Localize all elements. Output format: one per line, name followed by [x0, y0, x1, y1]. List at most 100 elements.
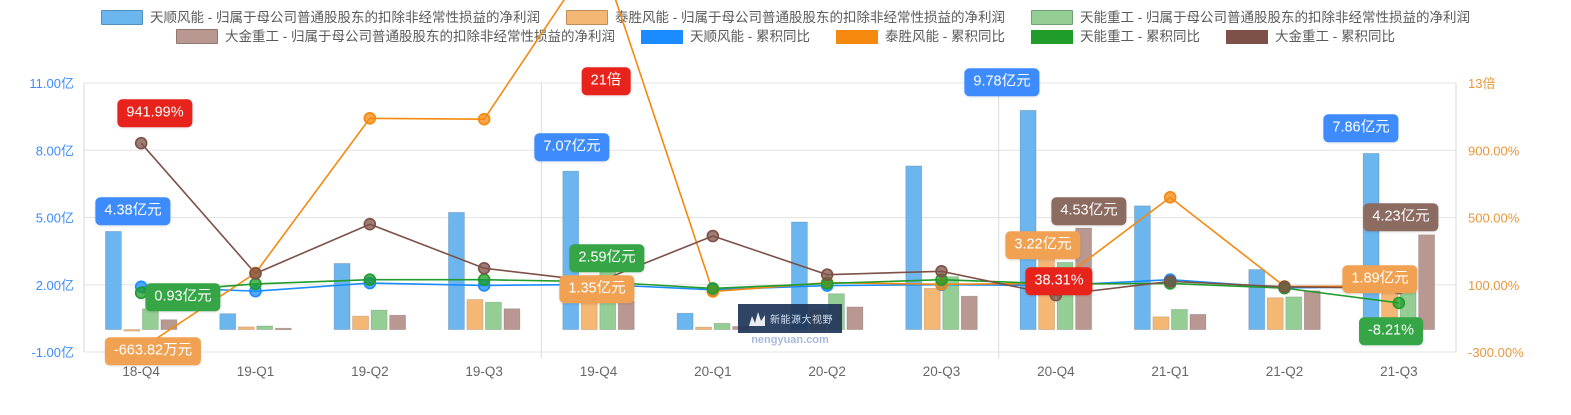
- legend-item-tianshun-profit[interactable]: 天顺风能 - 归属于母公司普通股股东的扣除非经常性损益的净利润: [101, 10, 540, 25]
- legend-item-dajin-yoy[interactable]: 大金重工 - 累积同比: [1226, 29, 1395, 44]
- data-point[interactable]: [134, 136, 148, 150]
- legend-item-taisheng-yoy[interactable]: 泰胜风能 - 累积同比: [836, 29, 1005, 44]
- data-point[interactable]: [1278, 280, 1291, 294]
- bar[interactable]: [695, 326, 712, 330]
- line-series-group: [140, 0, 1399, 350]
- bar[interactable]: [219, 313, 237, 330]
- legend-item-tianshun-yoy[interactable]: 天顺风能 - 累积同比: [641, 29, 810, 44]
- bar[interactable]: [1171, 309, 1188, 330]
- data-point[interactable]: [477, 261, 491, 275]
- data-label-pill: 4.38亿元: [95, 197, 171, 225]
- bar[interactable]: [485, 301, 502, 330]
- trend-line[interactable]: [141, 278, 1399, 304]
- bar[interactable]: [1152, 316, 1170, 330]
- bar[interactable]: [1248, 269, 1266, 330]
- legend-label: 泰胜风能 - 累积同比: [885, 29, 1005, 44]
- x-axis-ticks: 18-Q4 19-Q1 19-Q2 19-Q3 19-Q4 20-Q1 20-Q2 20-Q3…: [122, 364, 1417, 379]
- trend-line[interactable]: [140, 0, 1399, 350]
- bar[interactable]: [713, 322, 731, 330]
- bar[interactable]: [448, 211, 465, 330]
- data-point[interactable]: [935, 264, 948, 278]
- bar[interactable]: [732, 326, 749, 330]
- bar[interactable]: [580, 298, 598, 330]
- bar-series-group: [105, 109, 1435, 332]
- bar[interactable]: [923, 287, 941, 330]
- bar[interactable]: [1134, 205, 1151, 330]
- bar[interactable]: [617, 300, 635, 330]
- legend-label: 大金重工 - 累积同比: [1275, 29, 1395, 44]
- bar[interactable]: [791, 221, 808, 330]
- x-axis-tick-label: 20-Q1: [694, 364, 732, 379]
- bar[interactable]: [237, 326, 255, 330]
- trend-line[interactable]: [140, 142, 1399, 296]
- bar[interactable]: [676, 312, 694, 330]
- legend-item-tianneng-yoy[interactable]: 天能重工 - 累积同比: [1031, 29, 1200, 44]
- x-axis-tick-label: 18-Q4: [122, 364, 160, 379]
- bar[interactable]: [142, 308, 159, 330]
- bar[interactable]: [466, 299, 484, 330]
- data-point[interactable]: [1163, 275, 1177, 288]
- bar[interactable]: [1303, 290, 1321, 330]
- y-axis-right-tick-label: -300.00%: [1468, 345, 1524, 360]
- bar[interactable]: [1285, 296, 1303, 330]
- data-label-pill: 21倍: [581, 67, 631, 95]
- data-label-pill: 38.31%: [1025, 267, 1093, 295]
- bar[interactable]: [352, 315, 369, 330]
- data-label-pill: -663.82万元: [104, 337, 202, 365]
- bar[interactable]: [1266, 297, 1284, 330]
- bar[interactable]: [105, 230, 122, 330]
- bar[interactable]: [123, 329, 141, 332]
- data-point[interactable]: [363, 217, 377, 231]
- data-point[interactable]: [706, 229, 720, 243]
- data-label-pill: 1.35亿元: [559, 275, 635, 303]
- data-point[interactable]: [363, 112, 377, 125]
- data-point[interactable]: [1392, 296, 1406, 310]
- data-point[interactable]: [820, 268, 834, 281]
- bar[interactable]: [274, 327, 292, 331]
- bar[interactable]: [1362, 152, 1380, 330]
- y-axis-left-tick-label: 11.00亿: [29, 76, 74, 91]
- bar[interactable]: [905, 165, 923, 330]
- legend-label: 泰胜风能 - 归属于母公司普通股股东的扣除非经常性损益的净利润: [615, 10, 1005, 25]
- legend-item-taisheng-profit[interactable]: 泰胜风能 - 归属于母公司普通股股东的扣除非经常性损益的净利润: [566, 10, 1005, 25]
- bar[interactable]: [809, 310, 827, 330]
- bar[interactable]: [1418, 234, 1435, 330]
- bar[interactable]: [160, 319, 178, 330]
- data-point[interactable]: [477, 112, 491, 126]
- y-axis-right-tick-label: 900.00%: [1468, 143, 1520, 158]
- data-label-pill: 7.07亿元: [534, 133, 610, 161]
- bar[interactable]: [370, 309, 388, 330]
- bar[interactable]: [389, 314, 406, 330]
- legend-swatch-icon: [1226, 29, 1268, 44]
- bar[interactable]: [1019, 109, 1037, 330]
- bar[interactable]: [942, 276, 960, 330]
- bar[interactable]: [333, 263, 351, 330]
- legend-item-dajin-profit[interactable]: 大金重工 - 归属于母公司普通股股东的扣除非经常性损益的净利润: [176, 29, 615, 44]
- bar[interactable]: [846, 306, 864, 330]
- data-label-pill: 3.22亿元: [1005, 231, 1081, 259]
- legend-label: 天顺风能 - 累积同比: [690, 29, 810, 44]
- data-point[interactable]: [249, 267, 262, 280]
- bar[interactable]: [828, 293, 845, 330]
- data-label-pill: 4.53亿元: [1051, 197, 1127, 225]
- data-point[interactable]: [363, 273, 377, 287]
- data-point[interactable]: [1163, 191, 1177, 204]
- legend-item-tianneng-profit[interactable]: 天能重工 - 归属于母公司普通股股东的扣除非经常性损益的净利润: [1031, 10, 1470, 25]
- y-axis-left-tick-label: 8.00亿: [36, 143, 74, 158]
- x-axis-tick-label: 21-Q3: [1380, 364, 1418, 379]
- data-point[interactable]: [477, 273, 491, 287]
- y-axis-right-tick-label: 100.00%: [1468, 278, 1520, 293]
- legend-row-1: 天顺风能 - 归属于母公司普通股股东的扣除非经常性损益的净利润 泰胜风能 - 归…: [88, 10, 1483, 25]
- bar[interactable]: [960, 295, 978, 330]
- bar[interactable]: [256, 325, 274, 330]
- data-point[interactable]: [249, 277, 262, 291]
- data-label-pill: 4.23亿元: [1363, 203, 1439, 231]
- bar[interactable]: [1189, 313, 1207, 330]
- x-axis-tick-label: 20-Q3: [923, 364, 961, 379]
- bar[interactable]: [503, 308, 521, 330]
- data-point[interactable]: [706, 282, 720, 295]
- x-axis-tick-label: 21-Q2: [1266, 364, 1304, 379]
- y-axis-left-tick-label: -1.00亿: [31, 345, 74, 360]
